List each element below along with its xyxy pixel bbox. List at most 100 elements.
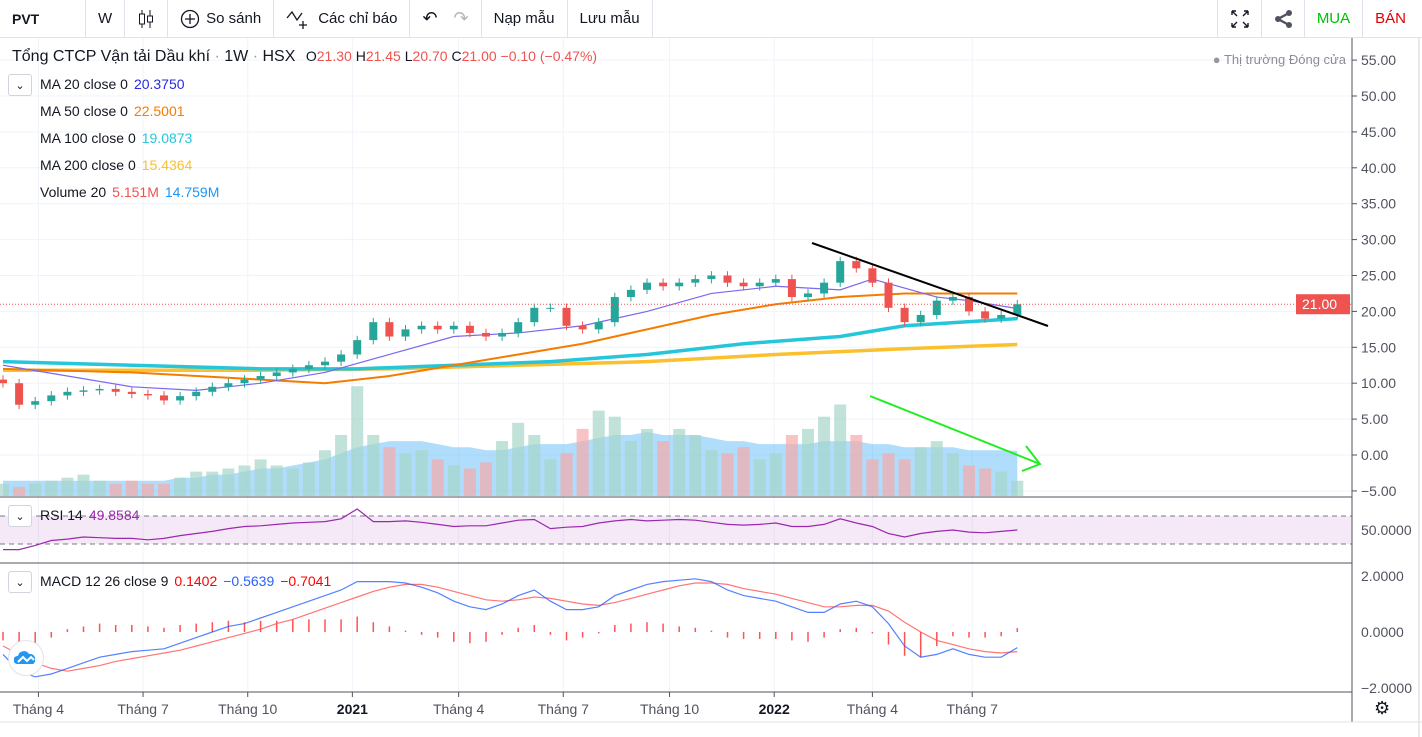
candle-body <box>353 340 362 355</box>
chart-type-button[interactable] <box>125 0 169 38</box>
legend-collapse-button[interactable]: ⌄ <box>8 74 32 96</box>
volume-bar <box>544 459 557 496</box>
volume-bar <box>77 474 90 496</box>
save-template-button[interactable]: Lưu mẫu <box>568 0 653 38</box>
volume-value: 5.151M <box>112 184 159 200</box>
volume-bar <box>818 416 831 496</box>
candle-body <box>369 322 378 341</box>
chevron-down-icon: ⌄ <box>15 576 25 589</box>
fullscreen-button[interactable] <box>1216 0 1261 38</box>
candle-body <box>755 282 764 287</box>
volume-bar <box>45 480 58 496</box>
candle-body <box>739 282 748 287</box>
volume-bar <box>512 422 525 496</box>
indicators-button[interactable]: Các chỉ báo <box>274 0 411 38</box>
undo-redo-group: ↶ ↷ <box>410 0 482 38</box>
candle-body <box>884 282 893 308</box>
interval-button[interactable]: W <box>86 0 126 38</box>
time-tick-label: 2022 <box>759 701 790 717</box>
legend-ma100[interactable]: MA 100 close 0 19.0873 <box>40 130 198 146</box>
volume-bar <box>528 435 541 496</box>
ma200-value: 15.4364 <box>141 157 193 173</box>
volume-bar <box>141 483 154 496</box>
ma20-label: MA 20 close 0 <box>40 76 128 92</box>
ma100-line <box>2 316 1018 371</box>
price-tick-label: 25.00 <box>1361 268 1396 284</box>
plus-circle-icon <box>181 9 200 28</box>
chart-canvas[interactable]: 55.00 50.00 45.00 40.00 35.00 30.00 25.00 20.00… <box>0 38 1422 737</box>
volume-bar <box>190 471 203 496</box>
legend-ma200[interactable]: MA 200 close 0 15.4364 <box>40 157 198 173</box>
time-tick-label: Tháng 4 <box>847 701 899 717</box>
high-label: H <box>355 48 366 64</box>
price-tick-label: 20.00 <box>1361 303 1396 319</box>
volume-bar <box>802 428 814 496</box>
candle-body <box>321 361 329 366</box>
candle-body <box>449 325 458 330</box>
rsi-label: RSI 14 <box>40 507 83 523</box>
load-template-button[interactable]: Nạp mẫu <box>482 0 568 38</box>
volume-bar <box>1011 480 1024 496</box>
candle-body <box>498 332 507 337</box>
price-tick-label: 40.00 <box>1361 160 1396 176</box>
candle-body <box>932 300 941 315</box>
legend-ma20[interactable]: MA 20 close 0 20.3750 <box>40 76 191 92</box>
legend-macd[interactable]: MACD 12 26 close 9 0.1402 −0.5639 −0.7041 <box>40 573 337 589</box>
candle-body <box>626 289 635 298</box>
change-value: −0.10 (−0.47%) <box>500 48 598 64</box>
legend-rsi[interactable]: RSI 14 49.8584 <box>40 507 145 523</box>
macd-signal-value: −0.7041 <box>280 573 332 589</box>
sell-button[interactable]: BÁN <box>1362 0 1418 38</box>
ma200-label: MA 200 close 0 <box>40 157 136 173</box>
volume-bar <box>560 453 573 496</box>
candle-body <box>0 379 7 384</box>
macd-collapse-button[interactable]: ⌄ <box>8 571 32 593</box>
volume-bar <box>480 462 492 496</box>
price-tick-label: −5.00 <box>1361 483 1397 499</box>
close-value: 21.00 <box>461 48 497 64</box>
time-tick-label: Tháng 4 <box>433 701 485 717</box>
tradingview-logo[interactable] <box>8 640 44 676</box>
compare-button[interactable]: So sánh <box>168 0 275 38</box>
market-status-label: Thị trường Đóng cửa <box>1223 52 1346 67</box>
low-label: L <box>404 48 413 64</box>
buy-button[interactable]: MUA <box>1303 0 1362 38</box>
candle-body <box>111 388 120 392</box>
undo-icon[interactable]: ↶ <box>422 8 438 28</box>
volume-bar <box>270 465 283 496</box>
candle-body <box>675 282 684 287</box>
share-button[interactable] <box>1260 0 1304 38</box>
volume-bar <box>496 441 509 496</box>
volume-bar <box>367 435 380 496</box>
candle-body <box>63 391 72 396</box>
rsi-collapse-button[interactable]: ⌄ <box>8 505 32 527</box>
candle-body <box>643 282 651 290</box>
volume-bar <box>850 435 863 496</box>
candle-body <box>31 401 40 405</box>
settings-button[interactable]: ⚙ <box>1374 698 1390 719</box>
volume-ma-value: 14.759M <box>164 184 220 200</box>
share-icon <box>1274 9 1292 28</box>
time-tick-label: Tháng 10 <box>218 701 277 717</box>
time-tick-label: Tháng 7 <box>947 701 999 717</box>
symbol-label: PVT <box>12 10 40 27</box>
redo-icon[interactable]: ↷ <box>453 8 469 28</box>
legend-ma50[interactable]: MA 50 close 0 22.5001 <box>40 103 191 119</box>
candle-body <box>385 322 394 337</box>
candle-body <box>15 383 24 405</box>
indicators-icon <box>286 10 308 29</box>
price-tick-label: 30.00 <box>1361 232 1396 248</box>
candles-icon <box>139 9 154 28</box>
volume-bar <box>302 462 315 496</box>
volume-bar <box>109 483 122 496</box>
candle-body <box>1013 304 1022 315</box>
candle-body <box>514 322 523 333</box>
candle-body <box>192 391 201 397</box>
volume-bar <box>254 459 267 496</box>
candle-body <box>417 325 426 330</box>
candle-body <box>304 365 313 369</box>
legend-volume[interactable]: Volume 20 5.151M 14.759M <box>40 184 225 200</box>
volume-bar <box>125 480 138 496</box>
symbol-button[interactable]: PVT <box>0 0 86 38</box>
low-value: 20.70 <box>412 48 448 64</box>
